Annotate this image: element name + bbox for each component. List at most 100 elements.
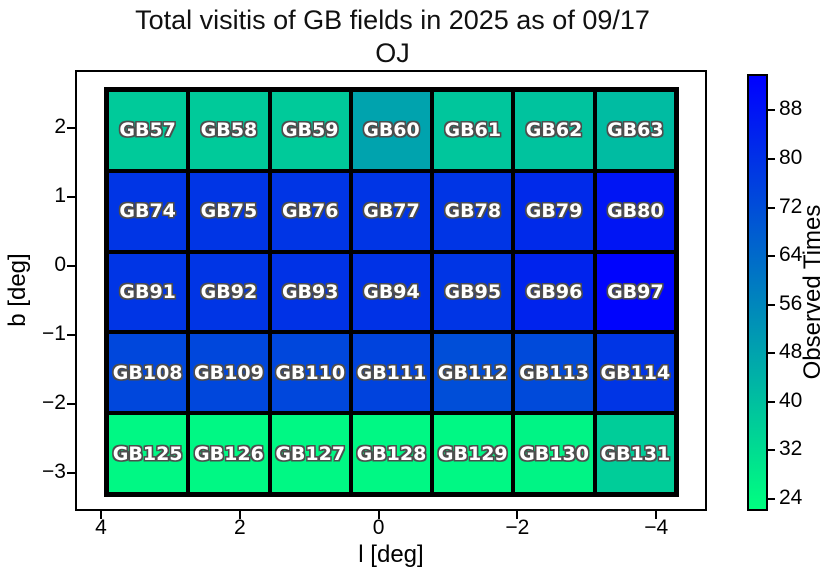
grid-cell-label: GB110 bbox=[275, 361, 346, 384]
grid-cell-label: GB96 bbox=[525, 280, 583, 303]
x-tick-label: 4 bbox=[95, 516, 107, 539]
colorbar-tick-mark bbox=[768, 352, 775, 355]
grid-cell-GB62: GB62 bbox=[513, 90, 595, 171]
grid-cell-GB77: GB77 bbox=[350, 170, 433, 252]
grid-cell-label: GB94 bbox=[363, 280, 420, 303]
colorbar-tick-mark bbox=[768, 157, 775, 160]
grid-cell-label: GB95 bbox=[444, 280, 502, 303]
y-tick-label: −2 bbox=[42, 391, 66, 414]
y-tick-label: 0 bbox=[54, 253, 66, 276]
grid-cell-label: GB76 bbox=[281, 200, 339, 223]
colorbar-tick-label: 32 bbox=[779, 437, 803, 461]
colorbar-label: Observed Times bbox=[799, 204, 826, 380]
grid-cell-label: GB125 bbox=[112, 442, 183, 465]
grid-cell-GB108: GB108 bbox=[107, 332, 189, 414]
grid-cell-GB59: GB59 bbox=[269, 90, 351, 171]
grid-cell-GB79: GB79 bbox=[513, 170, 595, 252]
x-tick-label: 2 bbox=[233, 516, 246, 539]
y-axis-label: b [deg] bbox=[4, 253, 31, 327]
x-axis-label: l [deg] bbox=[358, 541, 424, 568]
grid-cell-GB61: GB61 bbox=[432, 90, 514, 171]
grid-cell-label: GB61 bbox=[444, 119, 502, 142]
grid-cell-label: GB113 bbox=[519, 361, 589, 384]
colorbar-tick-label: 40 bbox=[779, 388, 803, 412]
chart-title-line1: Total visitis of GB fields in 2025 as of… bbox=[135, 5, 650, 35]
x-tick-label: −4 bbox=[644, 516, 669, 539]
x-tick-mark bbox=[377, 511, 380, 519]
colorbar-tick-label: 64 bbox=[779, 243, 803, 267]
grid-cell-label: GB75 bbox=[200, 200, 258, 223]
x-tick-mark bbox=[516, 511, 519, 519]
y-tick-label: 1 bbox=[54, 184, 66, 207]
grid-cell-GB93: GB93 bbox=[269, 251, 351, 333]
grid-cell-GB129: GB129 bbox=[432, 413, 514, 494]
y-tick-mark bbox=[67, 127, 75, 129]
colorbar-tick-label: 24 bbox=[779, 485, 803, 509]
grid-cell-GB94: GB94 bbox=[350, 251, 433, 333]
grid-cell-GB131: GB131 bbox=[594, 413, 676, 494]
y-tick-mark bbox=[67, 196, 75, 198]
grid-cell-label: GB63 bbox=[607, 119, 664, 142]
grid-cell-label: GB97 bbox=[607, 280, 664, 303]
colorbar-tick-mark bbox=[768, 109, 775, 112]
grid-cell-GB130: GB130 bbox=[513, 413, 595, 494]
x-tick-mark bbox=[100, 511, 102, 519]
colorbar-tick-mark bbox=[768, 497, 775, 500]
colorbar-tick-label: 56 bbox=[779, 291, 803, 315]
colorbar-tick-mark bbox=[768, 206, 775, 209]
grid-cell-GB95: GB95 bbox=[432, 251, 514, 333]
grid-cell-GB97: GB97 bbox=[594, 251, 676, 333]
x-tick-label: −2 bbox=[505, 516, 530, 539]
grid-cell-label: GB62 bbox=[525, 119, 583, 142]
grid-cell-label: GB92 bbox=[200, 280, 258, 303]
y-tick-mark bbox=[67, 334, 75, 336]
chart-title-line2: OJ bbox=[375, 38, 410, 68]
grid-cell-GB92: GB92 bbox=[188, 251, 270, 333]
colorbar-gradient bbox=[749, 76, 766, 509]
grid-cell-label: GB59 bbox=[281, 119, 339, 142]
grid-cell-label: GB108 bbox=[112, 361, 183, 384]
grid-cell-label: GB126 bbox=[194, 442, 264, 465]
grid-cell-label: GB58 bbox=[200, 119, 258, 142]
grid-cell-GB60: GB60 bbox=[350, 90, 433, 171]
grid-cell-GB63: GB63 bbox=[594, 90, 676, 171]
grid-cell-GB125: GB125 bbox=[107, 413, 189, 494]
grid-cell-label: GB130 bbox=[519, 442, 589, 465]
grid-cell-GB128: GB128 bbox=[350, 413, 433, 494]
grid-cell-GB114: GB114 bbox=[594, 332, 676, 414]
grid-cell-label: GB109 bbox=[194, 361, 264, 384]
chart-title: Total visitis of GB fields in 2025 as of… bbox=[60, 4, 725, 70]
grid-cell-label: GB60 bbox=[363, 119, 420, 142]
x-tick-label: 0 bbox=[372, 516, 385, 539]
colorbar-tick-mark bbox=[768, 255, 775, 258]
y-tick-label: −3 bbox=[42, 460, 66, 483]
grid-cell-GB78: GB78 bbox=[432, 170, 514, 252]
grid-cell-label: GB91 bbox=[119, 280, 176, 303]
colorbar-tick-label: 88 bbox=[779, 97, 803, 121]
y-tick-mark bbox=[67, 403, 75, 405]
grid-cell-label: GB131 bbox=[600, 442, 671, 465]
colorbar-tick-mark bbox=[768, 303, 775, 306]
grid-cell-GB109: GB109 bbox=[188, 332, 270, 414]
y-tick-label: 2 bbox=[54, 115, 66, 138]
grid-cell-label: GB129 bbox=[437, 442, 508, 465]
grid-cell-GB74: GB74 bbox=[107, 170, 189, 252]
colorbar-tick-label: 48 bbox=[779, 340, 803, 364]
grid-cell-label: GB112 bbox=[437, 361, 508, 384]
grid-cell-label: GB128 bbox=[356, 442, 427, 465]
y-tick-label: −1 bbox=[42, 322, 66, 345]
grid-cell-label: GB80 bbox=[607, 200, 664, 223]
grid-cell-label: GB74 bbox=[119, 200, 176, 223]
grid-cell-GB126: GB126 bbox=[188, 413, 270, 494]
grid-cell-GB91: GB91 bbox=[107, 251, 189, 333]
grid-cell-label: GB57 bbox=[119, 119, 176, 142]
grid-cell-label: GB78 bbox=[444, 200, 502, 223]
grid-cell-GB113: GB113 bbox=[513, 332, 595, 414]
grid-cell-GB111: GB111 bbox=[350, 332, 433, 414]
colorbar-tick-mark bbox=[768, 400, 775, 403]
grid-cell-label: GB77 bbox=[363, 200, 420, 223]
grid-cell-GB58: GB58 bbox=[188, 90, 270, 171]
colorbar bbox=[747, 74, 768, 511]
grid-cell-label: GB79 bbox=[525, 200, 583, 223]
